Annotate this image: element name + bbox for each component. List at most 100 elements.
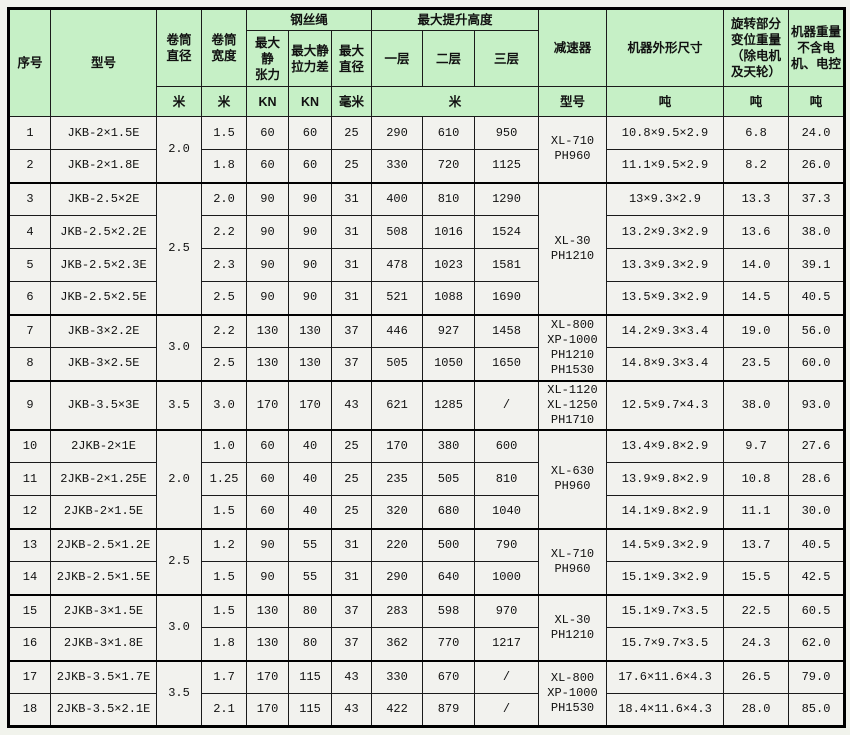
table-cell: 1 [8, 116, 51, 150]
table-cell: 14.5×9.3×2.9 [606, 527, 724, 562]
table-row: 17 2JKB-3.5×1.7E 3.5 1.7 170 115 43 330 670/XL-8… [8, 659, 845, 727]
table-cell: 170 [246, 659, 289, 694]
table-cell: 31 [331, 527, 372, 562]
table-cell: 170 [288, 379, 332, 430]
table-cell: 2.3 [201, 248, 247, 282]
table-cell: 13.6 [723, 215, 789, 249]
table-row: 8 JKB-3×2.5E 2.5 130 130 37 505 1050 1650 14.8×9.… [8, 347, 845, 381]
table-cell: 15.1×9.7×3.5 [606, 593, 724, 628]
table-cell: 60 [246, 149, 289, 183]
table-cell: 283 [371, 593, 423, 628]
table-cell: 9 [8, 379, 51, 430]
table-cell: 13.7 [723, 527, 789, 562]
table-cell: 621 [371, 379, 423, 430]
table-cell: 85.0 [788, 693, 845, 727]
table-cell: 25 [331, 428, 372, 463]
table-cell: 2JKB-2.5×1.2E [50, 527, 157, 562]
table-cell: 508 [371, 215, 423, 249]
table-cell: 15 [8, 593, 51, 628]
table-cell: 500 [422, 527, 475, 562]
table-cell: 8 [8, 347, 51, 381]
table-cell: 90 [246, 561, 289, 595]
header-model: 型号 [50, 8, 157, 117]
table-cell: 27.6 [788, 428, 845, 463]
table-cell: 90 [246, 215, 289, 249]
table-cell: 25 [331, 462, 372, 496]
table-cell: 422 [371, 693, 423, 727]
table-cell: 90 [246, 181, 289, 216]
table-cell: 1.5 [201, 116, 247, 150]
table-cell: 1.2 [201, 527, 247, 562]
table-cell: 600 [474, 428, 539, 463]
table-cell: 7 [8, 313, 51, 348]
table-cell: 90 [246, 527, 289, 562]
table-cell: 950 [474, 116, 539, 150]
table-cell: 115 [288, 659, 332, 694]
table-cell: 446 [371, 313, 423, 348]
table-cell: 115 [288, 693, 332, 727]
table-cell: 37 [331, 347, 372, 381]
table-cell: 15.1×9.3×2.9 [606, 561, 724, 595]
table-row: 4 JKB-2.5×2.2E 2.2 90 90 31 508 1016 1524 13.2×9.… [8, 215, 845, 249]
table-cell: 3.0 [156, 593, 202, 661]
table-cell: 18 [8, 693, 51, 727]
table-cell: 290 [371, 561, 423, 595]
table-cell: JKB-3.5×3E [50, 379, 157, 430]
table-cell: 2JKB-3.5×1.7E [50, 659, 157, 694]
table-cell: 2.0 [201, 181, 247, 216]
table-cell: 14.1×9.8×2.9 [606, 495, 724, 529]
table-cell: 1.0 [201, 428, 247, 463]
table-cell: 2JKB-2×1E [50, 428, 157, 463]
table-body: 1 JKB-2×1.5E 2.0 1.5 60 60 25 290 610 950 XL-710 P… [8, 116, 845, 727]
table-cell: 505 [371, 347, 423, 381]
table-cell: 31 [331, 181, 372, 216]
table-cell: 1217 [474, 627, 539, 661]
table-cell: 1581 [474, 248, 539, 282]
table-cell: 40 [288, 428, 332, 463]
table-cell: 170 [246, 379, 289, 430]
table-cell: / [474, 693, 539, 727]
table-cell: 80 [288, 627, 332, 661]
unit-drum-diameter: 米 [156, 86, 202, 117]
table-cell: 130 [246, 347, 289, 381]
table-cell: 13×9.3×2.9 [606, 181, 724, 216]
unit-max-static-tension: KN [246, 86, 289, 117]
table-cell: 28.0 [723, 693, 789, 727]
table-cell: 3.0 [201, 379, 247, 430]
table-cell: 62.0 [788, 627, 845, 661]
table-cell: 810 [474, 462, 539, 496]
table-cell: 1125 [474, 149, 539, 183]
table-cell: 1.8 [201, 627, 247, 661]
table-cell: 1016 [422, 215, 475, 249]
header-max-static-tension-diff: 最大静 拉力差 [288, 30, 332, 87]
table-cell: 56.0 [788, 313, 845, 348]
table-cell: 43 [331, 379, 372, 430]
table-cell: 60 [246, 428, 289, 463]
table-cell: 13.4×9.8×2.9 [606, 428, 724, 463]
table-cell: 640 [422, 561, 475, 595]
table-cell: 60 [246, 495, 289, 529]
table-cell: 4 [8, 215, 51, 249]
table-cell: JKB-3×2.5E [50, 347, 157, 381]
unit-lift-height: 米 [371, 86, 539, 117]
table-cell: 26.5 [723, 659, 789, 694]
table-cell: JKB-2.5×2.3E [50, 248, 157, 282]
table-cell: 2 [8, 149, 51, 183]
table-cell: 10 [8, 428, 51, 463]
table-cell: 25 [331, 149, 372, 183]
table-cell: 90 [288, 215, 332, 249]
table-cell: 37 [331, 593, 372, 628]
table-cell: 42.5 [788, 561, 845, 595]
table-cell: 16 [8, 627, 51, 661]
table-cell: JKB-2×1.8E [50, 149, 157, 183]
table-cell: 770 [422, 627, 475, 661]
table-cell: 14.5 [723, 281, 789, 315]
table-cell: 1.7 [201, 659, 247, 694]
table-cell: 11 [8, 462, 51, 496]
table-cell: 879 [422, 693, 475, 727]
table-cell: 60 [288, 149, 332, 183]
table-cell: 13.3 [723, 181, 789, 216]
table-cell: 970 [474, 593, 539, 628]
table-cell: 1.5 [201, 495, 247, 529]
table-cell: 55 [288, 527, 332, 562]
